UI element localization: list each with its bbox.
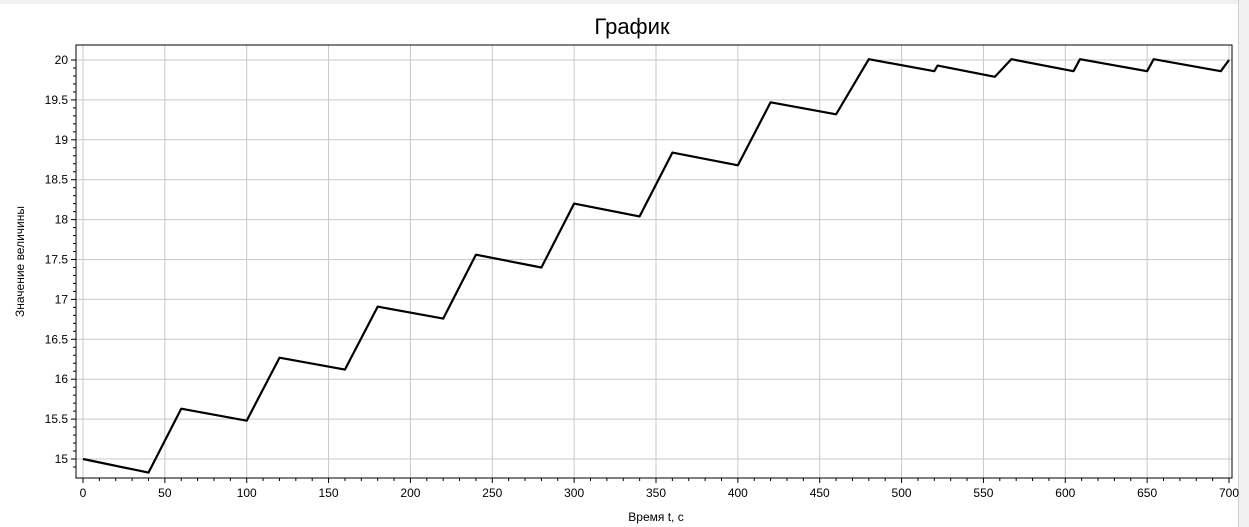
- series-layer: [82, 58, 1230, 474]
- y-tick-label: 19: [55, 133, 69, 147]
- x-tick-label: 100: [237, 486, 257, 500]
- axis-ticks: 0 50 100 150 200 250 300 350 400 450 500 550 600 650 7…: [45, 53, 1240, 500]
- x-tick-label: 400: [728, 486, 748, 500]
- x-tick-label: 50: [158, 486, 172, 500]
- x-tick-label: 600: [1055, 486, 1075, 500]
- y-tick-label: 18.5: [45, 173, 69, 187]
- y-tick-label: 20: [55, 53, 69, 67]
- y-tick-label: 17: [55, 292, 69, 306]
- x-tick-label: 300: [564, 486, 584, 500]
- series-line: [82, 58, 1230, 474]
- x-tick-label: 350: [646, 486, 666, 500]
- x-tick-label: 150: [319, 486, 339, 500]
- y-tick-label: 15: [55, 452, 69, 466]
- y-tick-label: 19.5: [45, 93, 69, 107]
- x-tick-label: 650: [1137, 486, 1157, 500]
- y-tick-label: 17.5: [45, 253, 69, 267]
- x-axis-label: Время t, c: [628, 510, 683, 524]
- y-axis-label: Значение величины: [13, 206, 27, 317]
- x-tick-label: 250: [482, 486, 502, 500]
- x-tick-label: 450: [810, 486, 830, 500]
- x-tick-label: 700: [1219, 486, 1239, 500]
- x-tick-label: 0: [80, 486, 87, 500]
- y-tick-label: 15.5: [45, 412, 69, 426]
- x-tick-label: 550: [973, 486, 993, 500]
- y-tick-label: 16: [55, 372, 69, 386]
- x-tick-label: 500: [892, 486, 912, 500]
- y-tick-label: 16.5: [45, 332, 69, 346]
- y-tick-label: 18: [55, 213, 69, 227]
- plot-area-frame: [75, 44, 1233, 479]
- grid: [76, 45, 1232, 478]
- chart-title: График: [594, 14, 670, 39]
- x-tick-label: 200: [400, 486, 420, 500]
- window-top-strip: [0, 0, 1249, 4]
- window-right-scroll-edge: [1238, 0, 1249, 527]
